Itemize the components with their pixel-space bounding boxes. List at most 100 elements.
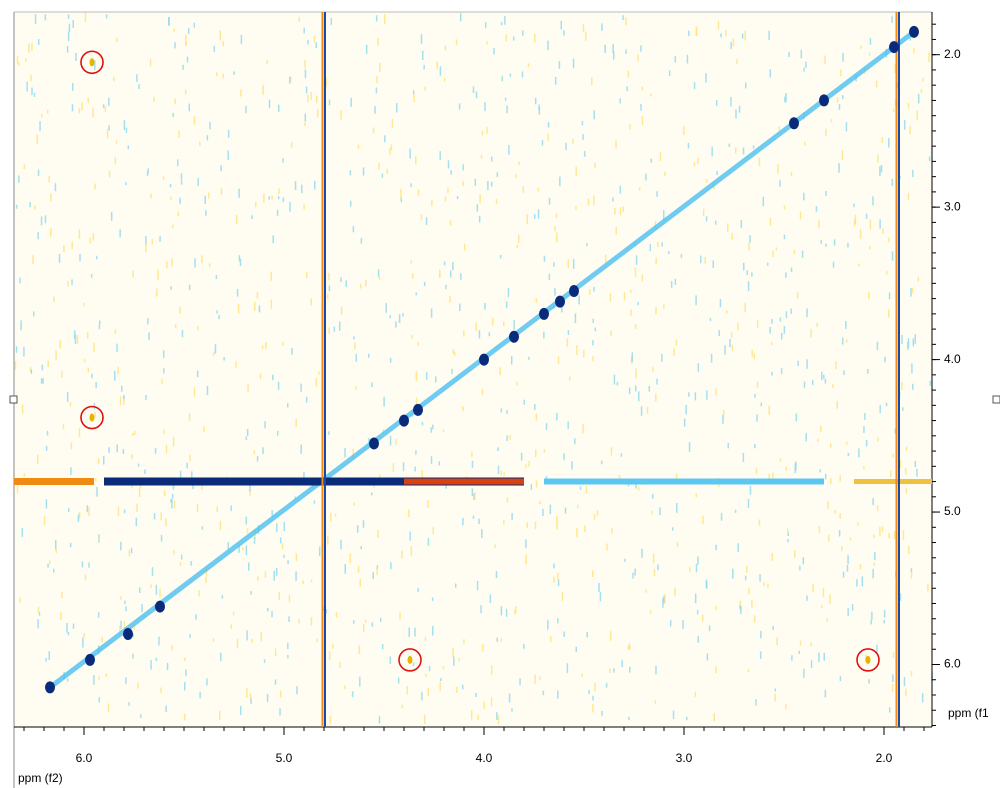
noise-speck [350, 97, 352, 107]
noise-speck [174, 324, 177, 329]
noise-speck [184, 89, 187, 95]
noise-speck [130, 547, 133, 554]
noise-speck [304, 122, 306, 127]
noise-speck [672, 527, 674, 531]
noise-speck [287, 654, 289, 659]
noise-speck [668, 250, 670, 255]
noise-speck [843, 370, 845, 375]
noise-speck [661, 242, 663, 247]
noise-speck [640, 45, 642, 52]
noise-speck [239, 705, 242, 716]
noise-speck [586, 631, 588, 638]
noise-speck [581, 121, 584, 126]
noise-speck [472, 515, 475, 519]
x-axis-label: ppm (f2) [18, 771, 63, 785]
noise-speck [910, 570, 913, 579]
noise-speck [32, 255, 34, 265]
noise-speck [859, 564, 862, 570]
noise-speck [230, 505, 232, 511]
noise-speck [613, 668, 615, 673]
noise-speck [283, 554, 285, 558]
noise-speck [408, 627, 410, 638]
noise-speck [589, 289, 591, 296]
noise-speck [123, 395, 125, 400]
noise-speck [263, 193, 265, 203]
noise-speck [196, 503, 199, 513]
noise-speck [824, 378, 827, 384]
noise-speck [307, 39, 309, 45]
noise-speck [500, 470, 503, 476]
noise-speck [705, 581, 708, 589]
noise-speck [547, 619, 549, 630]
noise-speck [449, 295, 451, 303]
noise-speck [748, 242, 750, 251]
noise-speck [203, 426, 205, 432]
noise-speck [114, 157, 117, 165]
noise-speck [96, 487, 98, 497]
noise-speck [53, 296, 55, 303]
noise-speck [547, 133, 550, 141]
noise-speck [209, 121, 211, 130]
noise-speck [920, 88, 923, 94]
noise-speck [868, 52, 871, 56]
noise-speck [360, 545, 362, 550]
noise-speck [127, 145, 130, 150]
noise-speck [582, 423, 584, 434]
noise-speck [522, 30, 524, 36]
noise-speck [869, 246, 871, 250]
noise-speck [257, 576, 259, 581]
noise-speck [616, 381, 619, 386]
noise-speck [439, 681, 441, 692]
noise-speck [221, 594, 224, 599]
noise-speck [496, 637, 498, 642]
noise-speck [756, 320, 759, 328]
noise-speck [601, 460, 603, 465]
noise-speck [838, 529, 841, 537]
noise-speck [310, 91, 313, 101]
diagonal-peak [479, 353, 489, 366]
noise-speck [751, 272, 753, 277]
noise-speck [856, 579, 858, 587]
noise-speck [251, 638, 253, 644]
noise-speck [842, 52, 844, 62]
noise-speck [515, 606, 517, 613]
noise-speck [881, 526, 884, 533]
noise-speck [358, 645, 361, 655]
noise-speck [415, 292, 417, 296]
noise-speck [108, 125, 110, 131]
noise-speck [902, 530, 905, 540]
noise-speck [836, 97, 839, 103]
noise-speck [82, 637, 84, 648]
noise-speck [453, 656, 455, 666]
noise-speck [734, 509, 737, 513]
noise-speck [188, 103, 191, 112]
noise-speck [222, 40, 225, 47]
noise-speck [583, 150, 586, 157]
noise-speck [818, 652, 820, 663]
noise-speck [804, 141, 806, 146]
diagonal-peak [889, 41, 899, 54]
noise-speck [890, 470, 892, 478]
noise-speck [233, 71, 235, 75]
noise-speck [772, 625, 774, 631]
noise-speck [165, 444, 168, 454]
noise-speck [185, 669, 187, 677]
noise-speck [826, 618, 828, 622]
noise-speck [266, 60, 268, 65]
noise-speck [829, 594, 831, 605]
noise-speck [778, 126, 781, 131]
noise-speck [516, 244, 519, 249]
noise-speck [806, 359, 808, 369]
noise-speck [398, 314, 401, 323]
noise-speck [88, 506, 90, 517]
noise-speck [238, 188, 240, 198]
noise-speck [171, 645, 173, 651]
noise-speck [81, 102, 83, 111]
noise-speck [555, 213, 558, 219]
noise-speck [271, 195, 273, 200]
noise-speck [171, 494, 174, 499]
noise-speck [491, 181, 493, 187]
noise-speck [66, 678, 69, 682]
noise-speck [871, 611, 873, 620]
noise-speck [278, 591, 280, 600]
